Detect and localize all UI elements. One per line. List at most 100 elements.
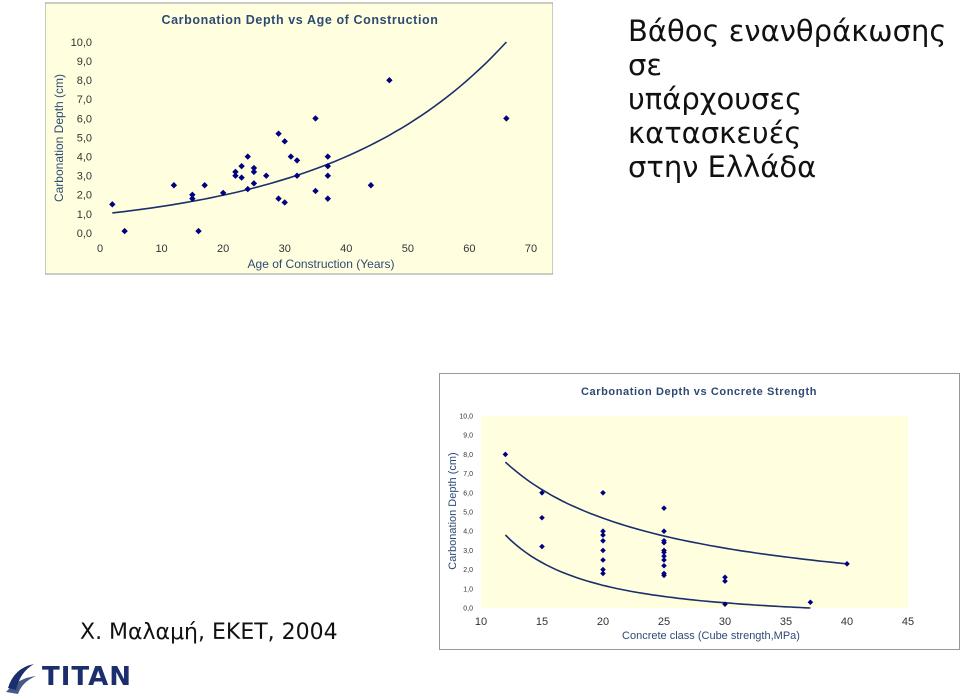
chart-strength-plot-area	[481, 416, 908, 608]
y-tick-label: 7,0	[463, 471, 473, 478]
data-point	[324, 195, 332, 202]
y-tick-label: 10,0	[459, 413, 473, 420]
y-tick-label: 3,0	[77, 171, 92, 183]
x-tick-label: 60	[463, 243, 475, 255]
data-point	[250, 180, 258, 187]
y-tick-label: 5,0	[463, 509, 473, 516]
data-point	[324, 162, 332, 170]
data-point	[201, 182, 208, 189]
data-point	[238, 174, 245, 181]
x-tick-label: 40	[841, 616, 853, 628]
y-tick-label: 8,0	[77, 75, 92, 87]
chart-age-area	[45, 2, 553, 275]
data-point	[600, 538, 606, 544]
x-tick-label: 10	[155, 243, 167, 255]
y-tick-label: 10,0	[71, 37, 92, 49]
chart-age: Carbonation Depth vs Age of Construction…	[45, 0, 553, 275]
data-point	[250, 164, 258, 172]
logo-text: TITAN	[42, 662, 133, 692]
data-point	[121, 227, 128, 235]
trend-line	[112, 41, 507, 214]
data-point	[232, 172, 239, 179]
chart-strength-svg: Carbonation Depth vs Concrete Strength C…	[439, 373, 960, 650]
titan-swoosh-icon	[6, 664, 36, 694]
data-point	[661, 528, 667, 534]
x-tick-label: 50	[402, 243, 414, 255]
data-point	[195, 227, 202, 235]
y-tick-label: 4,0	[463, 529, 473, 536]
data-point	[293, 172, 301, 179]
data-point	[263, 172, 270, 179]
chart-age-title: Carbonation Depth vs Age of Construction	[161, 13, 438, 27]
x-tick-label: 20	[597, 616, 609, 628]
data-point	[170, 182, 178, 189]
data-point	[324, 172, 332, 179]
y-tick-label: 5,0	[77, 132, 92, 144]
data-point	[539, 543, 545, 550]
chart-age-svg: Carbonation Depth vs Age of Construction…	[45, 2, 553, 275]
x-tick-label: 10	[475, 616, 487, 628]
x-tick-label: 40	[340, 243, 352, 255]
data-point	[367, 182, 375, 189]
chart-age-xlabel: Age of Construction (Years)	[248, 257, 395, 271]
y-tick-label: 3,0	[463, 548, 473, 555]
x-tick-label: 30	[719, 616, 731, 628]
y-tick-label: 2,0	[77, 190, 92, 202]
y-tick-label: 1,0	[463, 586, 473, 593]
data-point	[244, 153, 251, 160]
y-tick-label: 1,0	[77, 209, 92, 221]
data-point	[189, 191, 196, 198]
data-point	[293, 157, 301, 164]
data-point	[722, 574, 728, 581]
heading-line-1: Βάθος ενανθράκωσης σε	[628, 14, 947, 82]
data-point	[312, 115, 319, 122]
data-point	[502, 451, 509, 458]
y-tick-label: 2,0	[463, 567, 473, 574]
data-point	[600, 532, 606, 538]
data-point	[722, 601, 728, 607]
data-point	[275, 195, 282, 202]
x-tick-label: 0	[97, 243, 103, 255]
x-tick-label: 70	[525, 243, 537, 255]
y-tick-label: 6,0	[463, 490, 473, 497]
trend-line	[504, 534, 811, 609]
y-tick-label: 0,0	[77, 228, 92, 240]
data-point	[324, 153, 332, 160]
y-tick-label: 9,0	[77, 56, 92, 68]
x-tick-label: 25	[658, 616, 670, 628]
y-tick-label: 8,0	[463, 452, 473, 459]
x-tick-label: 35	[780, 616, 792, 628]
data-point	[275, 130, 282, 137]
data-point	[281, 199, 288, 206]
data-point	[661, 549, 667, 556]
source-citation: Χ. Μαλαμή, ΕΚΕΤ, 2004	[80, 620, 338, 645]
trend-line	[504, 461, 848, 565]
chart-strength-xlabel: Concrete class (Cube strength,MPa)	[622, 630, 800, 642]
chart-strength: Carbonation Depth vs Concrete Strength C…	[439, 373, 960, 650]
data-point	[281, 138, 288, 145]
data-point	[109, 201, 116, 208]
x-tick-label: 15	[536, 616, 548, 628]
titan-logo: TITAN	[4, 660, 134, 696]
slide-heading: Βάθος ενανθράκωσης σε υπάρχουσες κατασκε…	[628, 14, 948, 184]
data-point	[244, 185, 251, 193]
chart-age-ylabel: Carbonation Depth (cm)	[52, 74, 66, 202]
y-tick-label: 4,0	[77, 151, 92, 163]
data-point	[250, 168, 258, 176]
chart-strength-title: Carbonation Depth vs Concrete Strength	[581, 386, 817, 398]
heading-line-2: υπάρχουσες κατασκευές	[628, 82, 803, 150]
data-point	[232, 168, 239, 176]
data-point	[219, 189, 227, 197]
data-point	[600, 528, 606, 534]
data-point	[844, 561, 850, 567]
heading-line-3: στην Ελλάδα	[628, 150, 817, 184]
data-point	[503, 115, 510, 122]
x-tick-label: 45	[902, 616, 914, 628]
data-point	[312, 187, 319, 195]
y-tick-label: 0,0	[463, 605, 473, 612]
x-tick-label: 20	[217, 243, 229, 255]
data-point	[661, 572, 667, 579]
y-tick-label: 9,0	[463, 433, 473, 440]
y-tick-label: 6,0	[77, 113, 92, 125]
chart-strength-ylabel: Carbonation Depth (cm)	[447, 452, 459, 569]
